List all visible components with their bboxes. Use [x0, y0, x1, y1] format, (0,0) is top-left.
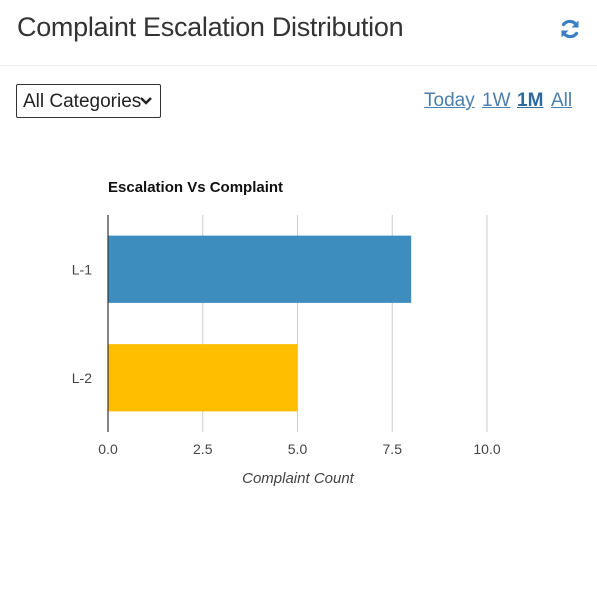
widget-header: Complaint Escalation Distribution — [0, 0, 597, 66]
range-1m-link[interactable]: 1M — [517, 90, 544, 111]
x-tick-label: 10.0 — [473, 441, 500, 457]
category-select[interactable]: All Categories — [16, 84, 161, 118]
refresh-icon[interactable] — [558, 17, 582, 41]
range-1w-link[interactable]: 1W — [482, 90, 511, 111]
y-tick-label: L-1 — [72, 261, 92, 277]
chart-title: Escalation Vs Complaint — [108, 179, 283, 196]
bar-l-2 — [108, 344, 298, 412]
y-tick-label: L-2 — [72, 370, 92, 386]
chart-bars — [108, 235, 412, 412]
chevron-down-icon — [140, 97, 152, 105]
x-tick-label: 0.0 — [98, 441, 118, 457]
x-axis-label: Complaint Count — [242, 470, 355, 487]
bar-l-1 — [108, 235, 412, 303]
range-all-link[interactable]: All — [551, 90, 573, 111]
range-today-link[interactable]: Today — [424, 90, 475, 111]
chart-axes: 0.0 2.5 5.0 7.5 10.0 L-1 L-2 — [72, 215, 501, 457]
x-tick-label: 7.5 — [383, 441, 403, 457]
category-select-value: All Categories — [23, 91, 142, 112]
x-tick-label: 2.5 — [193, 441, 213, 457]
widget-title: Complaint Escalation Distribution — [17, 12, 404, 42]
x-tick-label: 5.0 — [288, 441, 308, 457]
